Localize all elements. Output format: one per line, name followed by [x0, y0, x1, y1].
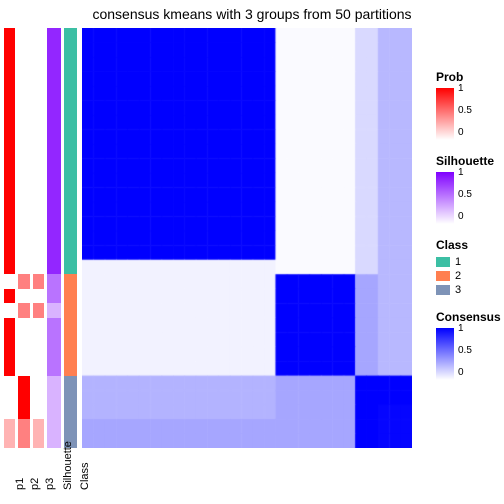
track-class: [64, 28, 77, 448]
legend-label: 2: [455, 270, 461, 282]
legend-label: 3: [455, 284, 461, 296]
legend-label: 1: [455, 256, 461, 268]
legend-title: Class: [436, 238, 498, 252]
legend-item: 2: [436, 270, 498, 282]
legend-class: Class 1 2 3: [436, 238, 498, 296]
axis-label-silhouette: Silhouette: [62, 441, 74, 490]
legend-colorbar: 10.50: [436, 328, 454, 380]
legend-colorbar: 10.50: [436, 88, 454, 140]
legend-prob: Prob 10.50: [436, 70, 498, 140]
page-title: consensus kmeans with 3 groups from 50 p…: [0, 6, 504, 22]
axis-label-p2: p2: [29, 478, 41, 490]
track-p3: [33, 28, 44, 448]
legend-consensus: Consensus 10.50: [436, 310, 498, 380]
annotation-tracks: [4, 28, 80, 448]
legend-swatch: [436, 285, 450, 295]
legends: Prob 10.50 Silhouette 10.50 Class 1 2 3 Consensu…: [436, 70, 498, 394]
legend-title: Silhouette: [436, 154, 498, 168]
axis-label-p3: p3: [44, 478, 56, 490]
legend-item: 1: [436, 256, 498, 268]
axis-label-p1: p1: [14, 478, 26, 490]
consensus-heatmap: [82, 28, 412, 448]
legend-swatch: [436, 257, 450, 267]
axis-label-class: Class: [79, 462, 91, 490]
legend-colorbar: 10.50: [436, 172, 454, 224]
track-p2: [18, 28, 29, 448]
track-p1: [4, 28, 15, 448]
legend-swatch: [436, 271, 450, 281]
legend-title: Consensus: [436, 310, 498, 324]
legend-silhouette: Silhouette 10.50: [436, 154, 498, 224]
annotation-axis-labels: p1 p2 p3 Silhouette Class: [4, 450, 80, 500]
legend-item: 3: [436, 284, 498, 296]
legend-title: Prob: [436, 70, 498, 84]
track-silhouette: [47, 28, 60, 448]
